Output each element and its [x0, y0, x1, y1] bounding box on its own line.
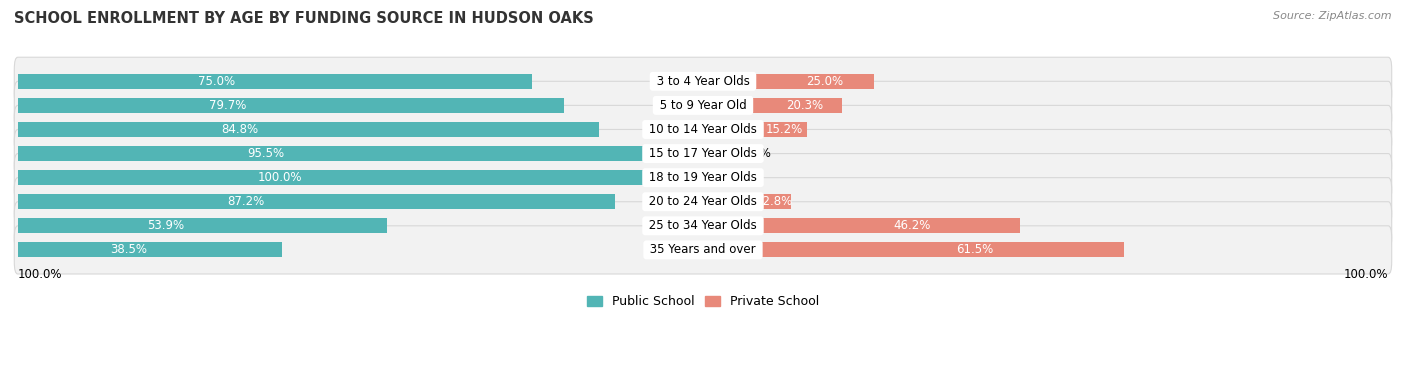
Text: 53.9%: 53.9% — [148, 219, 184, 232]
Bar — [18, 242, 281, 257]
Bar — [703, 194, 790, 209]
FancyBboxPatch shape — [14, 178, 1392, 226]
Bar — [18, 170, 703, 185]
FancyBboxPatch shape — [14, 81, 1392, 129]
FancyBboxPatch shape — [14, 129, 1392, 178]
Bar — [18, 74, 531, 89]
FancyBboxPatch shape — [14, 57, 1392, 106]
Bar — [18, 218, 387, 233]
Text: 84.8%: 84.8% — [221, 123, 259, 136]
Text: 95.5%: 95.5% — [247, 147, 284, 160]
Text: 3 to 4 Year Olds: 3 to 4 Year Olds — [652, 75, 754, 88]
Bar — [703, 122, 807, 137]
Bar — [18, 98, 564, 113]
Text: 0.0%: 0.0% — [710, 171, 740, 184]
Bar — [18, 194, 616, 209]
Bar — [703, 218, 1019, 233]
Text: 100.0%: 100.0% — [1344, 268, 1388, 281]
Bar — [703, 98, 842, 113]
Text: 35 Years and over: 35 Years and over — [647, 244, 759, 256]
Text: 25.0%: 25.0% — [806, 75, 844, 88]
Text: 61.5%: 61.5% — [956, 244, 993, 256]
Text: 12.8%: 12.8% — [755, 195, 793, 208]
FancyBboxPatch shape — [14, 106, 1392, 153]
Text: Source: ZipAtlas.com: Source: ZipAtlas.com — [1274, 11, 1392, 21]
Bar — [703, 146, 734, 161]
Text: 4.6%: 4.6% — [741, 147, 772, 160]
Text: 18 to 19 Year Olds: 18 to 19 Year Olds — [645, 171, 761, 184]
Text: 87.2%: 87.2% — [226, 195, 264, 208]
Text: 15 to 17 Year Olds: 15 to 17 Year Olds — [645, 147, 761, 160]
Bar — [18, 146, 672, 161]
Text: 20 to 24 Year Olds: 20 to 24 Year Olds — [645, 195, 761, 208]
FancyBboxPatch shape — [14, 153, 1392, 202]
Text: 15.2%: 15.2% — [765, 123, 803, 136]
Text: 79.7%: 79.7% — [209, 99, 246, 112]
Text: SCHOOL ENROLLMENT BY AGE BY FUNDING SOURCE IN HUDSON OAKS: SCHOOL ENROLLMENT BY AGE BY FUNDING SOUR… — [14, 11, 593, 26]
FancyBboxPatch shape — [14, 226, 1392, 274]
Text: 10 to 14 Year Olds: 10 to 14 Year Olds — [645, 123, 761, 136]
Text: 20.3%: 20.3% — [786, 99, 824, 112]
FancyBboxPatch shape — [14, 202, 1392, 250]
Text: 75.0%: 75.0% — [198, 75, 235, 88]
Text: 25 to 34 Year Olds: 25 to 34 Year Olds — [645, 219, 761, 232]
Text: 100.0%: 100.0% — [257, 171, 302, 184]
Text: 46.2%: 46.2% — [893, 219, 931, 232]
Legend: Public School, Private School: Public School, Private School — [582, 290, 824, 313]
Bar — [18, 122, 599, 137]
Text: 5 to 9 Year Old: 5 to 9 Year Old — [655, 99, 751, 112]
Bar — [703, 242, 1125, 257]
Text: 38.5%: 38.5% — [110, 244, 148, 256]
Bar — [703, 74, 875, 89]
Text: 100.0%: 100.0% — [18, 268, 62, 281]
